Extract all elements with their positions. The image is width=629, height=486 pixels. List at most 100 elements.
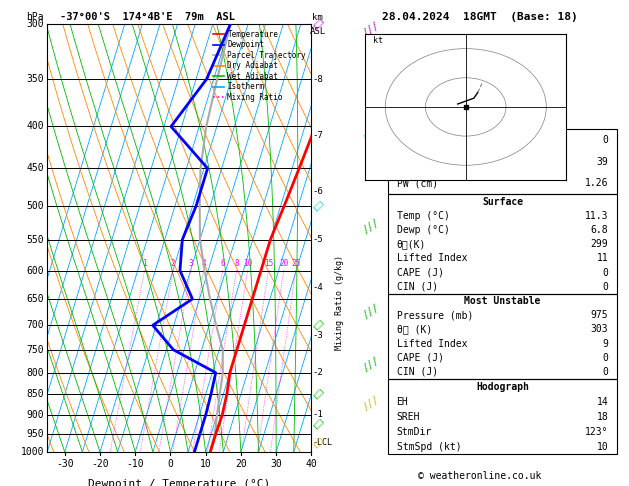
Text: 650: 650: [26, 294, 44, 304]
Text: 25: 25: [291, 260, 301, 268]
Text: 550: 550: [26, 235, 44, 244]
Text: 800: 800: [26, 368, 44, 378]
Text: Hodograph: Hodograph: [476, 382, 529, 392]
Text: 0: 0: [603, 367, 608, 377]
Text: 750: 750: [26, 345, 44, 355]
Text: PW (cm): PW (cm): [397, 178, 438, 189]
Text: 28.04.2024  18GMT  (Base: 18): 28.04.2024 18GMT (Base: 18): [382, 12, 577, 22]
Text: 20: 20: [279, 260, 288, 268]
Text: kt: kt: [373, 36, 383, 45]
Text: 6.8: 6.8: [591, 225, 608, 235]
Text: Temp (°C): Temp (°C): [397, 211, 450, 221]
Bar: [388, 129, 617, 194]
Text: -30: -30: [56, 459, 74, 469]
Legend: Temperature, Dewpoint, Parcel Trajectory, Dry Adiabat, Wet Adiabat, Isotherm, Mi: Temperature, Dewpoint, Parcel Trajectory…: [211, 28, 308, 104]
Text: 500: 500: [26, 201, 44, 211]
Text: Pressure (mb): Pressure (mb): [397, 310, 473, 320]
Text: Dewp (°C): Dewp (°C): [397, 225, 450, 235]
Text: 975: 975: [591, 310, 608, 320]
Text: 850: 850: [26, 389, 44, 399]
Text: 900: 900: [26, 410, 44, 419]
Text: θᴇ(K): θᴇ(K): [397, 239, 426, 249]
Text: 10: 10: [243, 260, 252, 268]
Text: -1: -1: [313, 410, 323, 419]
Text: ⫶: ⫶: [312, 319, 323, 331]
Bar: [388, 194, 617, 294]
Text: $\mathtt{///}$: $\mathtt{///}$: [359, 300, 382, 322]
Text: CAPE (J): CAPE (J): [397, 268, 443, 278]
Text: 20: 20: [235, 459, 247, 469]
Bar: [388, 294, 617, 379]
Text: K: K: [397, 135, 403, 145]
Text: -2: -2: [313, 368, 323, 377]
Text: ⫶: ⫶: [312, 18, 323, 30]
Text: CIN (J): CIN (J): [397, 367, 438, 377]
Text: 18: 18: [597, 412, 608, 422]
Text: StmSpd (kt): StmSpd (kt): [397, 442, 461, 452]
Text: -3: -3: [313, 331, 323, 340]
Text: $\mathtt{///}$: $\mathtt{///}$: [359, 393, 382, 414]
Text: 30: 30: [270, 459, 282, 469]
Text: km: km: [312, 13, 323, 22]
Text: 350: 350: [26, 74, 44, 84]
Text: Lifted Index: Lifted Index: [397, 339, 467, 348]
Text: 0: 0: [603, 268, 608, 278]
Text: -4: -4: [313, 283, 323, 293]
Text: -37°00'S  174°4B'E  79m  ASL: -37°00'S 174°4B'E 79m ASL: [60, 12, 235, 22]
Text: ⫶: ⫶: [312, 437, 323, 449]
Text: 15: 15: [264, 260, 273, 268]
Text: 450: 450: [26, 163, 44, 174]
Text: 123°: 123°: [585, 427, 608, 437]
Text: Mixing Ratio (g/kg): Mixing Ratio (g/kg): [335, 255, 344, 350]
Text: CAPE (J): CAPE (J): [397, 353, 443, 363]
Text: EH: EH: [397, 397, 408, 407]
Text: Most Unstable: Most Unstable: [464, 296, 541, 306]
Text: 0: 0: [603, 135, 608, 145]
Text: Surface: Surface: [482, 196, 523, 207]
Text: $\mathtt{///}$: $\mathtt{///}$: [359, 18, 382, 40]
Text: -LCL: -LCL: [313, 438, 333, 448]
Text: -6: -6: [313, 187, 323, 196]
Text: Totals Totals: Totals Totals: [397, 156, 473, 167]
Text: 6: 6: [220, 260, 225, 268]
Text: hPa: hPa: [26, 12, 44, 22]
Text: ASL: ASL: [309, 27, 326, 36]
Text: 700: 700: [26, 320, 44, 330]
Text: 0: 0: [603, 282, 608, 292]
Text: 9: 9: [603, 339, 608, 348]
Text: SREH: SREH: [397, 412, 420, 422]
Text: 39: 39: [597, 156, 608, 167]
Text: 11: 11: [597, 253, 608, 263]
Text: 950: 950: [26, 429, 44, 439]
Text: 14: 14: [597, 397, 608, 407]
Text: 1000: 1000: [21, 447, 44, 457]
Text: 3: 3: [189, 260, 193, 268]
Text: 299: 299: [591, 239, 608, 249]
Text: 11.3: 11.3: [585, 211, 608, 221]
Text: 600: 600: [26, 265, 44, 276]
Text: -7: -7: [313, 131, 323, 140]
Text: 1: 1: [142, 260, 147, 268]
Text: $\mathtt{///}$: $\mathtt{///}$: [359, 125, 382, 147]
Text: -8: -8: [313, 74, 323, 84]
Text: 2: 2: [170, 260, 175, 268]
Text: -10: -10: [126, 459, 144, 469]
Text: 303: 303: [591, 325, 608, 334]
Text: 0: 0: [167, 459, 174, 469]
Text: ⫶: ⫶: [312, 388, 323, 400]
Text: 400: 400: [26, 122, 44, 132]
Text: 40: 40: [306, 459, 317, 469]
Text: 8: 8: [234, 260, 239, 268]
Text: 10: 10: [597, 442, 608, 452]
Text: 300: 300: [26, 19, 44, 29]
Text: StmDir: StmDir: [397, 427, 432, 437]
Text: CIN (J): CIN (J): [397, 282, 438, 292]
Text: -20: -20: [91, 459, 109, 469]
Text: $\mathtt{///}$: $\mathtt{///}$: [359, 354, 382, 375]
Text: $\mathtt{///}$: $\mathtt{///}$: [359, 215, 382, 237]
Text: 0: 0: [603, 353, 608, 363]
Text: ⫶: ⫶: [312, 200, 323, 212]
Text: 10: 10: [200, 459, 211, 469]
Bar: [388, 379, 617, 454]
Text: 4: 4: [201, 260, 206, 268]
